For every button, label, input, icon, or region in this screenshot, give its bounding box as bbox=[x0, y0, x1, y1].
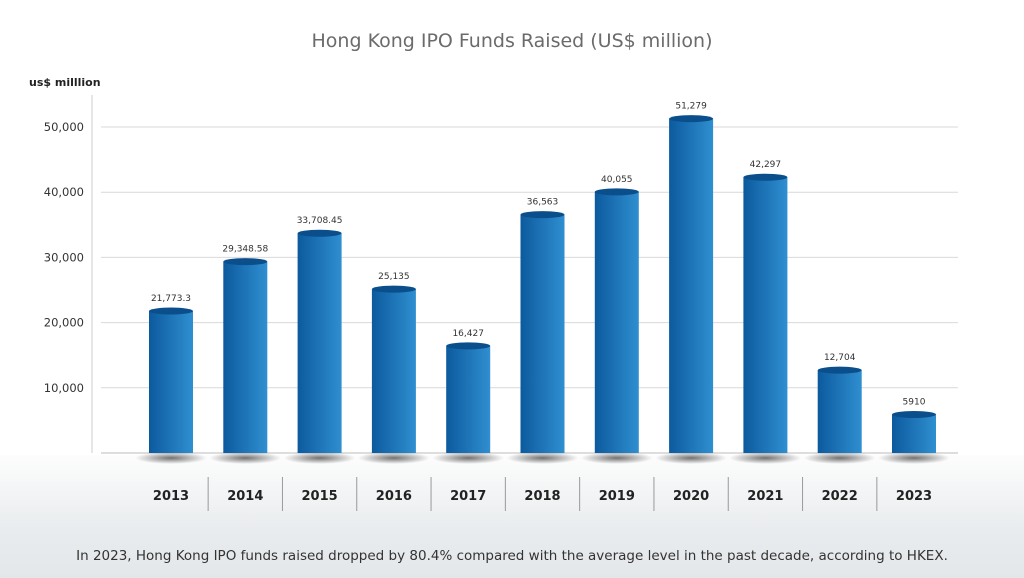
x-tick-label: 2022 bbox=[822, 489, 858, 504]
bar bbox=[892, 414, 936, 453]
x-tick-label: 2017 bbox=[450, 489, 486, 504]
y-tick-label: 40,000 bbox=[44, 185, 84, 199]
y-tick-label: 20,000 bbox=[44, 316, 84, 330]
bar bbox=[371, 289, 416, 453]
bar-shadow bbox=[506, 452, 579, 464]
bar bbox=[669, 118, 714, 453]
x-tick-label: 2021 bbox=[747, 489, 783, 504]
floor-background bbox=[0, 455, 1024, 578]
x-tick-label: 2016 bbox=[376, 489, 412, 504]
bar-top bbox=[371, 285, 416, 293]
bar-shadow bbox=[655, 452, 728, 464]
bar bbox=[223, 261, 268, 453]
footnote: In 2023, Hong Kong IPO funds raised drop… bbox=[76, 548, 948, 564]
bar bbox=[817, 370, 862, 453]
bar bbox=[594, 191, 639, 453]
bar-shadow bbox=[878, 452, 950, 464]
x-tick-label: 2015 bbox=[302, 489, 338, 504]
x-tick-label: 2019 bbox=[599, 489, 635, 504]
bar-shadow bbox=[357, 452, 430, 464]
x-tick-label: 2013 bbox=[153, 489, 189, 504]
y-tick-label: 30,000 bbox=[44, 250, 84, 264]
bar bbox=[149, 311, 193, 453]
bar-shadow bbox=[580, 452, 653, 464]
bar bbox=[520, 214, 565, 453]
bar-top bbox=[520, 211, 565, 219]
data-label: 12,704 bbox=[824, 353, 856, 363]
bar-top bbox=[149, 307, 193, 315]
bar bbox=[297, 233, 342, 453]
x-tick-label: 2018 bbox=[524, 489, 560, 504]
bar bbox=[743, 177, 788, 453]
chart-title: Hong Kong IPO Funds Raised (US$ million) bbox=[311, 30, 713, 52]
y-tick-label: 10,000 bbox=[44, 381, 84, 395]
bar-shadow bbox=[432, 452, 505, 464]
bar-top bbox=[669, 115, 714, 123]
x-tick-label: 2023 bbox=[896, 489, 932, 504]
bar-shadow bbox=[135, 452, 207, 464]
data-label: 29,348.58 bbox=[222, 245, 268, 255]
data-label: 33,708.45 bbox=[297, 216, 343, 226]
y-axis-label: us$ milllion bbox=[29, 76, 101, 89]
bar-top bbox=[817, 366, 862, 374]
bar-shadow bbox=[283, 452, 356, 464]
data-label: 40,055 bbox=[601, 175, 633, 185]
x-tick-label: 2020 bbox=[673, 489, 709, 504]
data-label: 5910 bbox=[903, 397, 926, 407]
data-label: 21,773.3 bbox=[151, 294, 191, 304]
bar-top bbox=[223, 258, 268, 266]
bar-shadow bbox=[803, 452, 876, 464]
bar-top bbox=[297, 229, 342, 237]
data-label: 25,135 bbox=[378, 272, 410, 282]
bar-shadow bbox=[729, 452, 802, 464]
bar-top bbox=[446, 342, 491, 350]
y-tick-label: 50,000 bbox=[44, 120, 84, 134]
bar-shadow bbox=[209, 452, 282, 464]
data-label: 16,427 bbox=[452, 329, 484, 339]
bar-top bbox=[594, 188, 639, 196]
x-tick-label: 2014 bbox=[227, 489, 263, 504]
data-label: 42,297 bbox=[750, 160, 782, 170]
bar bbox=[446, 345, 491, 453]
data-label: 51,279 bbox=[675, 102, 707, 112]
bar-top bbox=[892, 410, 936, 418]
data-label: 36,563 bbox=[527, 198, 559, 208]
bar-top bbox=[743, 173, 788, 181]
